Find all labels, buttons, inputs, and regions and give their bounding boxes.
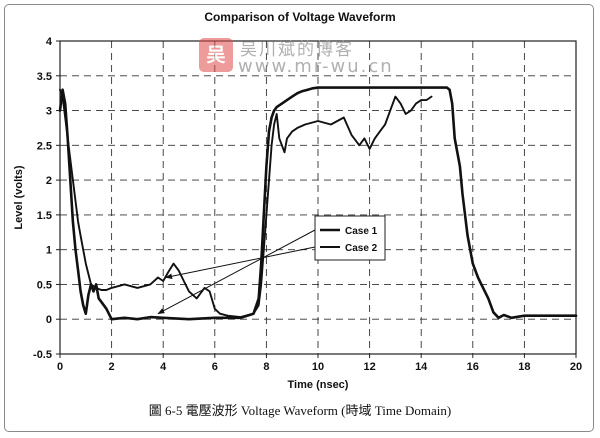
x-tick-label: 10 bbox=[312, 361, 324, 373]
y-tick-label: 2 bbox=[46, 175, 52, 187]
y-tick-label: 0.5 bbox=[37, 279, 52, 291]
chart-title: Comparison of Voltage Waveform bbox=[204, 10, 395, 24]
series-line-2 bbox=[59, 88, 433, 319]
y-tick-label: 3.5 bbox=[37, 71, 52, 83]
watermark-logo-icon: 吴 bbox=[199, 38, 233, 72]
y-tick-label: 1.5 bbox=[37, 210, 52, 222]
y-tick-label: -0.5 bbox=[33, 349, 52, 361]
legend-label-1: Case 1 bbox=[345, 226, 378, 237]
x-tick-label: 14 bbox=[415, 361, 428, 373]
x-tick-label: 18 bbox=[518, 361, 530, 373]
y-tick-label: 2.5 bbox=[37, 140, 52, 152]
figure-caption: 圖 6-5 電壓波形 Voltage Waveform (時域 Time Dom… bbox=[148, 403, 452, 418]
x-tick-label: 8 bbox=[263, 361, 269, 373]
y-axis-label: Level (volts) bbox=[13, 165, 25, 230]
x-tick-label: 0 bbox=[57, 361, 63, 373]
y-tick-label: 3 bbox=[46, 106, 52, 118]
series-line-1 bbox=[58, 86, 578, 321]
x-tick-label: 6 bbox=[212, 361, 218, 373]
y-tick-label: 0 bbox=[46, 314, 52, 326]
x-tick-label: 12 bbox=[363, 361, 375, 373]
x-tick-label: 4 bbox=[160, 361, 167, 373]
y-tick-label: 4 bbox=[46, 36, 53, 48]
legend-box bbox=[314, 215, 386, 261]
legend-label-2: Case 2 bbox=[345, 243, 378, 254]
x-axis-label: Time (nsec) bbox=[288, 379, 349, 391]
watermark-url: www.mr-wu.cn bbox=[238, 56, 394, 77]
x-tick-label: 16 bbox=[467, 361, 479, 373]
y-tick-label: 1 bbox=[46, 245, 52, 257]
annotation-arrow-2 bbox=[165, 246, 316, 279]
watermark-name: 吴川斌的博客 bbox=[240, 40, 354, 60]
x-tick-label: 2 bbox=[109, 361, 115, 373]
annotation-arrow-1 bbox=[157, 229, 316, 315]
x-tick-label: 20 bbox=[570, 361, 582, 373]
